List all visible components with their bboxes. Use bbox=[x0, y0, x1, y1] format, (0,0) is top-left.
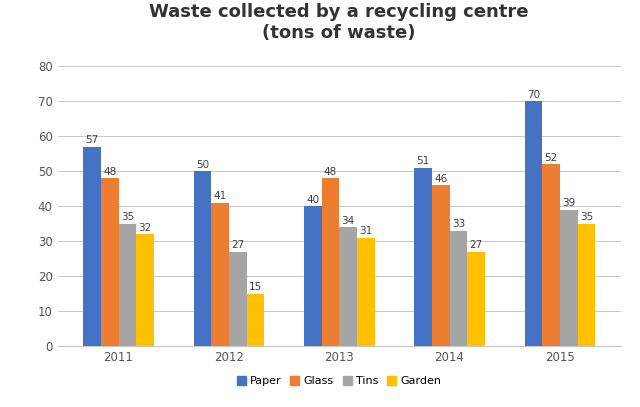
Bar bbox=[83, 147, 101, 346]
Title: Waste collected by a recycling centre
(tons of waste): Waste collected by a recycling centre (t… bbox=[150, 3, 529, 42]
Bar bbox=[542, 164, 560, 346]
Text: 48: 48 bbox=[324, 167, 337, 177]
Bar bbox=[525, 101, 542, 346]
Text: 41: 41 bbox=[213, 191, 227, 201]
Bar bbox=[339, 227, 357, 346]
Legend: Paper, Glass, Tins, Garden: Paper, Glass, Tins, Garden bbox=[232, 372, 446, 391]
Bar bbox=[321, 178, 339, 346]
Text: 27: 27 bbox=[469, 240, 483, 250]
Bar bbox=[118, 223, 136, 346]
Text: 52: 52 bbox=[545, 153, 557, 163]
Text: 15: 15 bbox=[249, 282, 262, 292]
Bar bbox=[246, 293, 264, 346]
Text: 35: 35 bbox=[580, 212, 593, 222]
Bar bbox=[101, 178, 118, 346]
Text: 34: 34 bbox=[341, 216, 355, 226]
Bar bbox=[193, 171, 211, 346]
Text: 46: 46 bbox=[434, 174, 447, 184]
Bar bbox=[211, 203, 229, 346]
Bar bbox=[432, 185, 449, 346]
Text: 31: 31 bbox=[359, 226, 372, 236]
Bar bbox=[136, 234, 154, 346]
Text: 57: 57 bbox=[85, 135, 99, 145]
Text: 27: 27 bbox=[231, 240, 244, 250]
Bar bbox=[560, 210, 577, 346]
Bar bbox=[229, 252, 246, 346]
Bar bbox=[467, 252, 485, 346]
Bar bbox=[304, 206, 321, 346]
Text: 35: 35 bbox=[121, 212, 134, 222]
Text: 50: 50 bbox=[196, 160, 209, 170]
Text: 40: 40 bbox=[306, 195, 319, 205]
Text: 33: 33 bbox=[452, 219, 465, 229]
Bar bbox=[357, 238, 374, 346]
Text: 48: 48 bbox=[103, 167, 116, 177]
Bar bbox=[577, 223, 595, 346]
Bar bbox=[414, 168, 432, 346]
Text: 32: 32 bbox=[138, 223, 152, 233]
Bar bbox=[449, 231, 467, 346]
Text: 51: 51 bbox=[417, 156, 429, 166]
Text: 70: 70 bbox=[527, 90, 540, 100]
Text: 39: 39 bbox=[562, 198, 575, 208]
